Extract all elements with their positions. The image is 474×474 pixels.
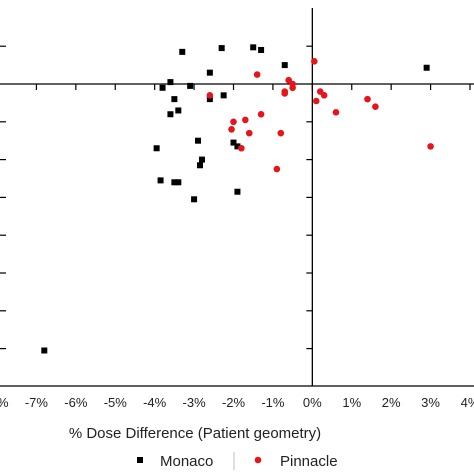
axes bbox=[0, 8, 474, 387]
point-monaco bbox=[220, 92, 227, 99]
x-tick-label: -7% bbox=[25, 395, 49, 410]
x-tick-label: 1% bbox=[342, 395, 361, 410]
point-pinnacle bbox=[206, 92, 214, 99]
x-tick-labels: -8% -7% -6% -5% -4% -3% -2% -1% 0% 1% 2% 3% 4% bbox=[0, 395, 474, 410]
x-tick-label: 4% bbox=[461, 395, 474, 410]
data-marks bbox=[41, 44, 434, 354]
point-pinnacle bbox=[332, 109, 340, 116]
point-pinnacle bbox=[372, 103, 379, 110]
point-pinnacle bbox=[312, 97, 320, 105]
point-monaco bbox=[281, 62, 288, 69]
point-pinnacle bbox=[257, 110, 265, 118]
legend: Monaco Pinnacle bbox=[137, 452, 338, 470]
point-pinnacle bbox=[364, 95, 371, 103]
point-pinnacle bbox=[273, 165, 281, 173]
point-monaco bbox=[206, 69, 213, 76]
x-axis-title: % Dose Difference (Patient geometry) bbox=[69, 425, 321, 442]
x-tick-label: -3% bbox=[183, 395, 207, 410]
point-pinnacle bbox=[228, 126, 235, 133]
point-monaco bbox=[179, 48, 186, 55]
point-pinnacle bbox=[320, 92, 328, 99]
point-monaco bbox=[423, 64, 430, 71]
point-monaco bbox=[153, 145, 160, 152]
point-monaco bbox=[196, 162, 203, 169]
legend-label-pinnacle: Pinnacle bbox=[280, 453, 338, 470]
legend-marker-pinnacle bbox=[254, 456, 262, 464]
point-monaco bbox=[195, 137, 202, 144]
x-tick-label: 3% bbox=[421, 395, 440, 410]
point-pinnacle bbox=[427, 143, 434, 150]
point-pinnacle bbox=[242, 116, 249, 124]
legend-marker-monaco bbox=[137, 457, 143, 463]
legend-label-monaco: Monaco bbox=[160, 453, 213, 470]
point-monaco bbox=[41, 347, 48, 354]
point-monaco bbox=[175, 107, 182, 114]
x-tick-label: -8% bbox=[0, 395, 9, 410]
point-pinnacle bbox=[289, 80, 296, 88]
point-monaco bbox=[206, 96, 213, 103]
point-monaco bbox=[187, 82, 194, 89]
point-monaco bbox=[258, 46, 265, 53]
point-monaco bbox=[167, 79, 174, 86]
point-monaco bbox=[234, 188, 241, 195]
x-tick-label: -1% bbox=[261, 395, 285, 410]
point-pinnacle bbox=[230, 118, 237, 126]
point-pinnacle bbox=[253, 71, 261, 78]
point-monaco bbox=[171, 96, 178, 103]
point-monaco bbox=[198, 156, 205, 163]
point-pinnacle bbox=[277, 129, 285, 137]
point-monaco bbox=[157, 177, 164, 184]
point-monaco bbox=[250, 44, 257, 51]
x-tick-label: 2% bbox=[382, 395, 401, 410]
x-tick-label: 0% bbox=[303, 395, 322, 410]
point-pinnacle bbox=[238, 144, 245, 152]
point-monaco bbox=[234, 143, 241, 150]
point-monaco bbox=[191, 196, 198, 203]
point-monaco bbox=[218, 45, 225, 52]
point-monaco bbox=[171, 179, 178, 186]
x-tick-label: -5% bbox=[104, 395, 128, 410]
x-tick-label: -6% bbox=[64, 395, 88, 410]
point-monaco bbox=[167, 111, 174, 118]
point-monaco bbox=[159, 84, 166, 91]
x-tick-label: -4% bbox=[143, 395, 167, 410]
point-pinnacle bbox=[245, 129, 253, 137]
point-monaco bbox=[175, 179, 182, 186]
point-monaco bbox=[230, 139, 237, 146]
x-tick-label: -2% bbox=[222, 395, 246, 410]
point-pinnacle bbox=[311, 58, 318, 65]
point-pinnacle bbox=[281, 90, 289, 97]
